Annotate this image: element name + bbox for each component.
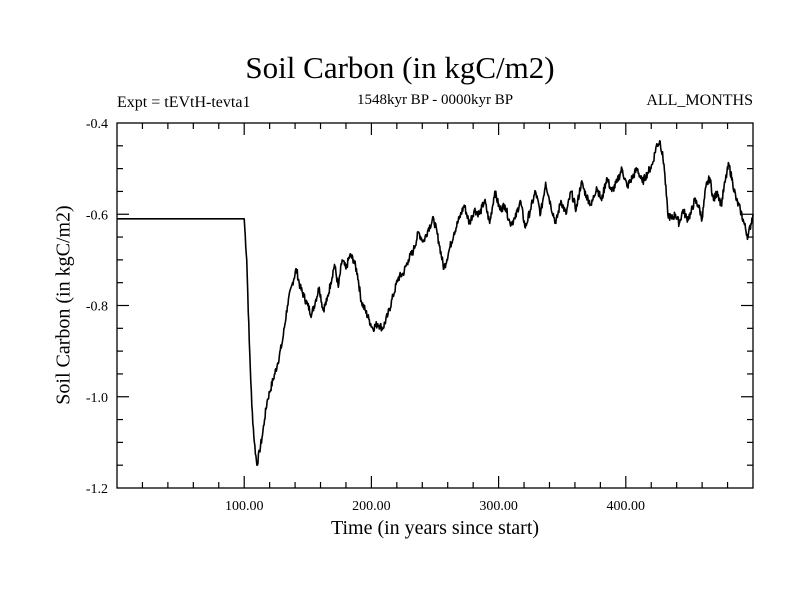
axis-tick-labels: 100.00 200.00 300.00 400.00 -1.2 -1.0 -0.8 -0.6… [86, 117, 645, 514]
x-tick-label: 400.00 [607, 499, 646, 514]
x-tick-label: 200.00 [352, 499, 391, 514]
y-tick-label: -0.4 [86, 117, 108, 132]
x-tick-label: 300.00 [479, 499, 518, 514]
axis-ticks [117, 123, 753, 488]
x-axis-label: Time (in years since start) [330, 517, 540, 539]
time-range-subtitle: 1548kyr BP - 0000kyr BP [356, 92, 514, 108]
chart-title: Soil Carbon (in kgC/m2) [245, 50, 555, 85]
x-tick-label: 100.00 [225, 499, 264, 514]
plot-frame [116, 122, 754, 489]
months-label: ALL_MONTHS [646, 92, 753, 109]
y-tick-label: -0.6 [86, 208, 108, 223]
y-tick-label: -1.0 [86, 391, 108, 406]
y-tick-label: -0.8 [86, 300, 108, 315]
experiment-label: Expt = tEVtH-tevta1 [117, 94, 251, 111]
series-line [117, 140, 754, 466]
series-lines [117, 140, 754, 466]
y-tick-label: -1.2 [86, 482, 108, 497]
